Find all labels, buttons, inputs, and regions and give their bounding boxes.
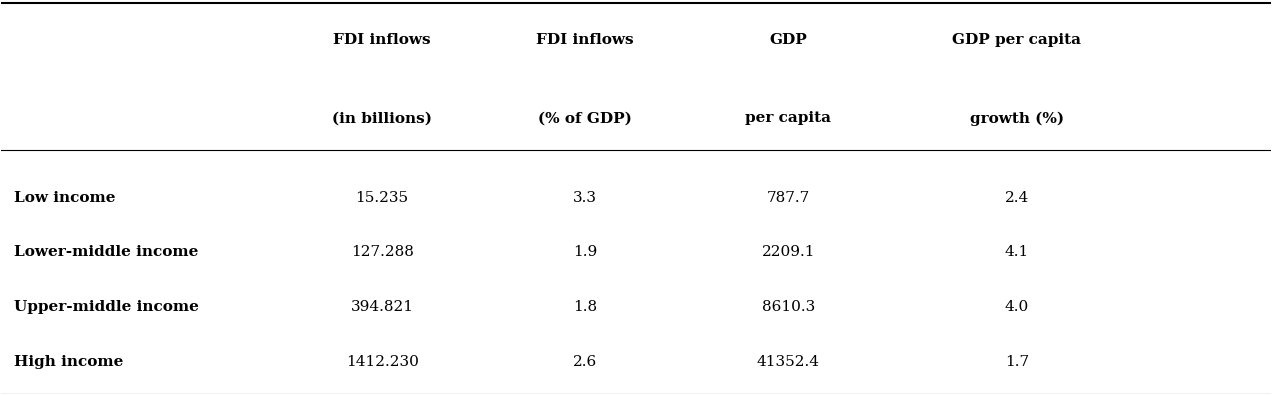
Text: (% of GDP): (% of GDP) — [538, 111, 632, 125]
Text: Lower-middle income: Lower-middle income — [14, 245, 198, 260]
Text: 787.7: 787.7 — [767, 190, 810, 205]
Text: 15.235: 15.235 — [356, 190, 408, 205]
Text: 2.4: 2.4 — [1005, 190, 1029, 205]
Text: 394.821: 394.821 — [351, 300, 413, 314]
Text: per capita: per capita — [745, 111, 832, 125]
Text: GDP per capita: GDP per capita — [953, 33, 1081, 47]
Text: 2209.1: 2209.1 — [762, 245, 815, 260]
Text: 3.3: 3.3 — [574, 190, 598, 205]
Text: 4.1: 4.1 — [1005, 245, 1029, 260]
Text: Low income: Low income — [14, 190, 116, 205]
Text: GDP: GDP — [770, 33, 808, 47]
Text: 1.9: 1.9 — [574, 245, 598, 260]
Text: 2.6: 2.6 — [574, 355, 598, 369]
Text: 4.0: 4.0 — [1005, 300, 1029, 314]
Text: 1.8: 1.8 — [574, 300, 598, 314]
Text: FDI inflows: FDI inflows — [537, 33, 633, 47]
Text: (in billions): (in billions) — [332, 111, 432, 125]
Text: 41352.4: 41352.4 — [757, 355, 820, 369]
Text: 8610.3: 8610.3 — [762, 300, 815, 314]
Text: Upper-middle income: Upper-middle income — [14, 300, 198, 314]
Text: 127.288: 127.288 — [351, 245, 413, 260]
Text: FDI inflows: FDI inflows — [333, 33, 431, 47]
Text: 1412.230: 1412.230 — [346, 355, 418, 369]
Text: High income: High income — [14, 355, 123, 369]
Text: growth (%): growth (%) — [969, 111, 1063, 126]
Text: 1.7: 1.7 — [1005, 355, 1029, 369]
